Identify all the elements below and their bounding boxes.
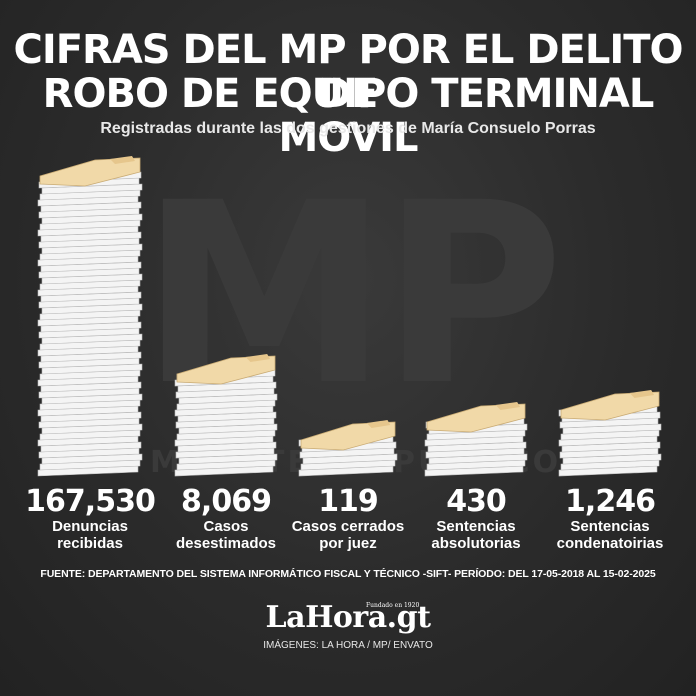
- category-label-line: recibidas: [57, 535, 123, 552]
- image-credits: IMÁGENES: LA HORA / MP/ ENVATO: [263, 640, 433, 651]
- category-label-2: Casos desestimados: [156, 518, 296, 552]
- category-label-line: absolutorias: [431, 535, 521, 552]
- category-label-line: Denuncias: [52, 518, 128, 535]
- title-line-2: ROBO DE EQUIPO TERMINAL MOVIL: [42, 71, 655, 161]
- folder-stack-3: [298, 420, 398, 477]
- category-label-3: Casos cerrados por juez: [278, 518, 418, 552]
- la-hora-logo: LaHora.gt: [265, 600, 431, 635]
- category-label-1: Denuncias recibidas: [20, 518, 160, 552]
- category-label-line: Casos: [203, 518, 249, 535]
- value-label-2: 8,069: [181, 484, 272, 519]
- value-label-5: 1,246: [565, 484, 656, 519]
- subtitle: Registradas durante las dos gestiones de…: [100, 120, 596, 137]
- folder-stack-2: [174, 354, 278, 477]
- value-label-3: 119: [318, 484, 379, 519]
- value-label-1: 167,530: [25, 484, 156, 519]
- category-label-line: Casos cerrados: [291, 518, 405, 535]
- category-label-line: condenatoirias: [556, 535, 664, 552]
- category-label-line: Sentencias: [570, 518, 650, 535]
- category-label-line: desestimados: [175, 535, 277, 552]
- folder-stack-5: [558, 390, 662, 477]
- folder-stack-1: [37, 156, 143, 477]
- title-line-1: CIFRAS DEL MP POR EL DELITO DE: [13, 27, 683, 117]
- category-label-4: Sentencias absolutorias: [406, 518, 546, 552]
- category-label-5: Sentencias condenatoirias: [540, 518, 680, 552]
- logo-tagline: Fundado en 1920: [366, 602, 420, 609]
- folder-stack-4: [424, 402, 528, 477]
- value-label-4: 430: [446, 484, 507, 519]
- category-label-line: por juez: [319, 535, 377, 552]
- category-label-line: Sentencias: [436, 518, 516, 535]
- source-note: FUENTE: DEPARTAMENTO DEL SISTEMA INFORMÁ…: [40, 568, 656, 580]
